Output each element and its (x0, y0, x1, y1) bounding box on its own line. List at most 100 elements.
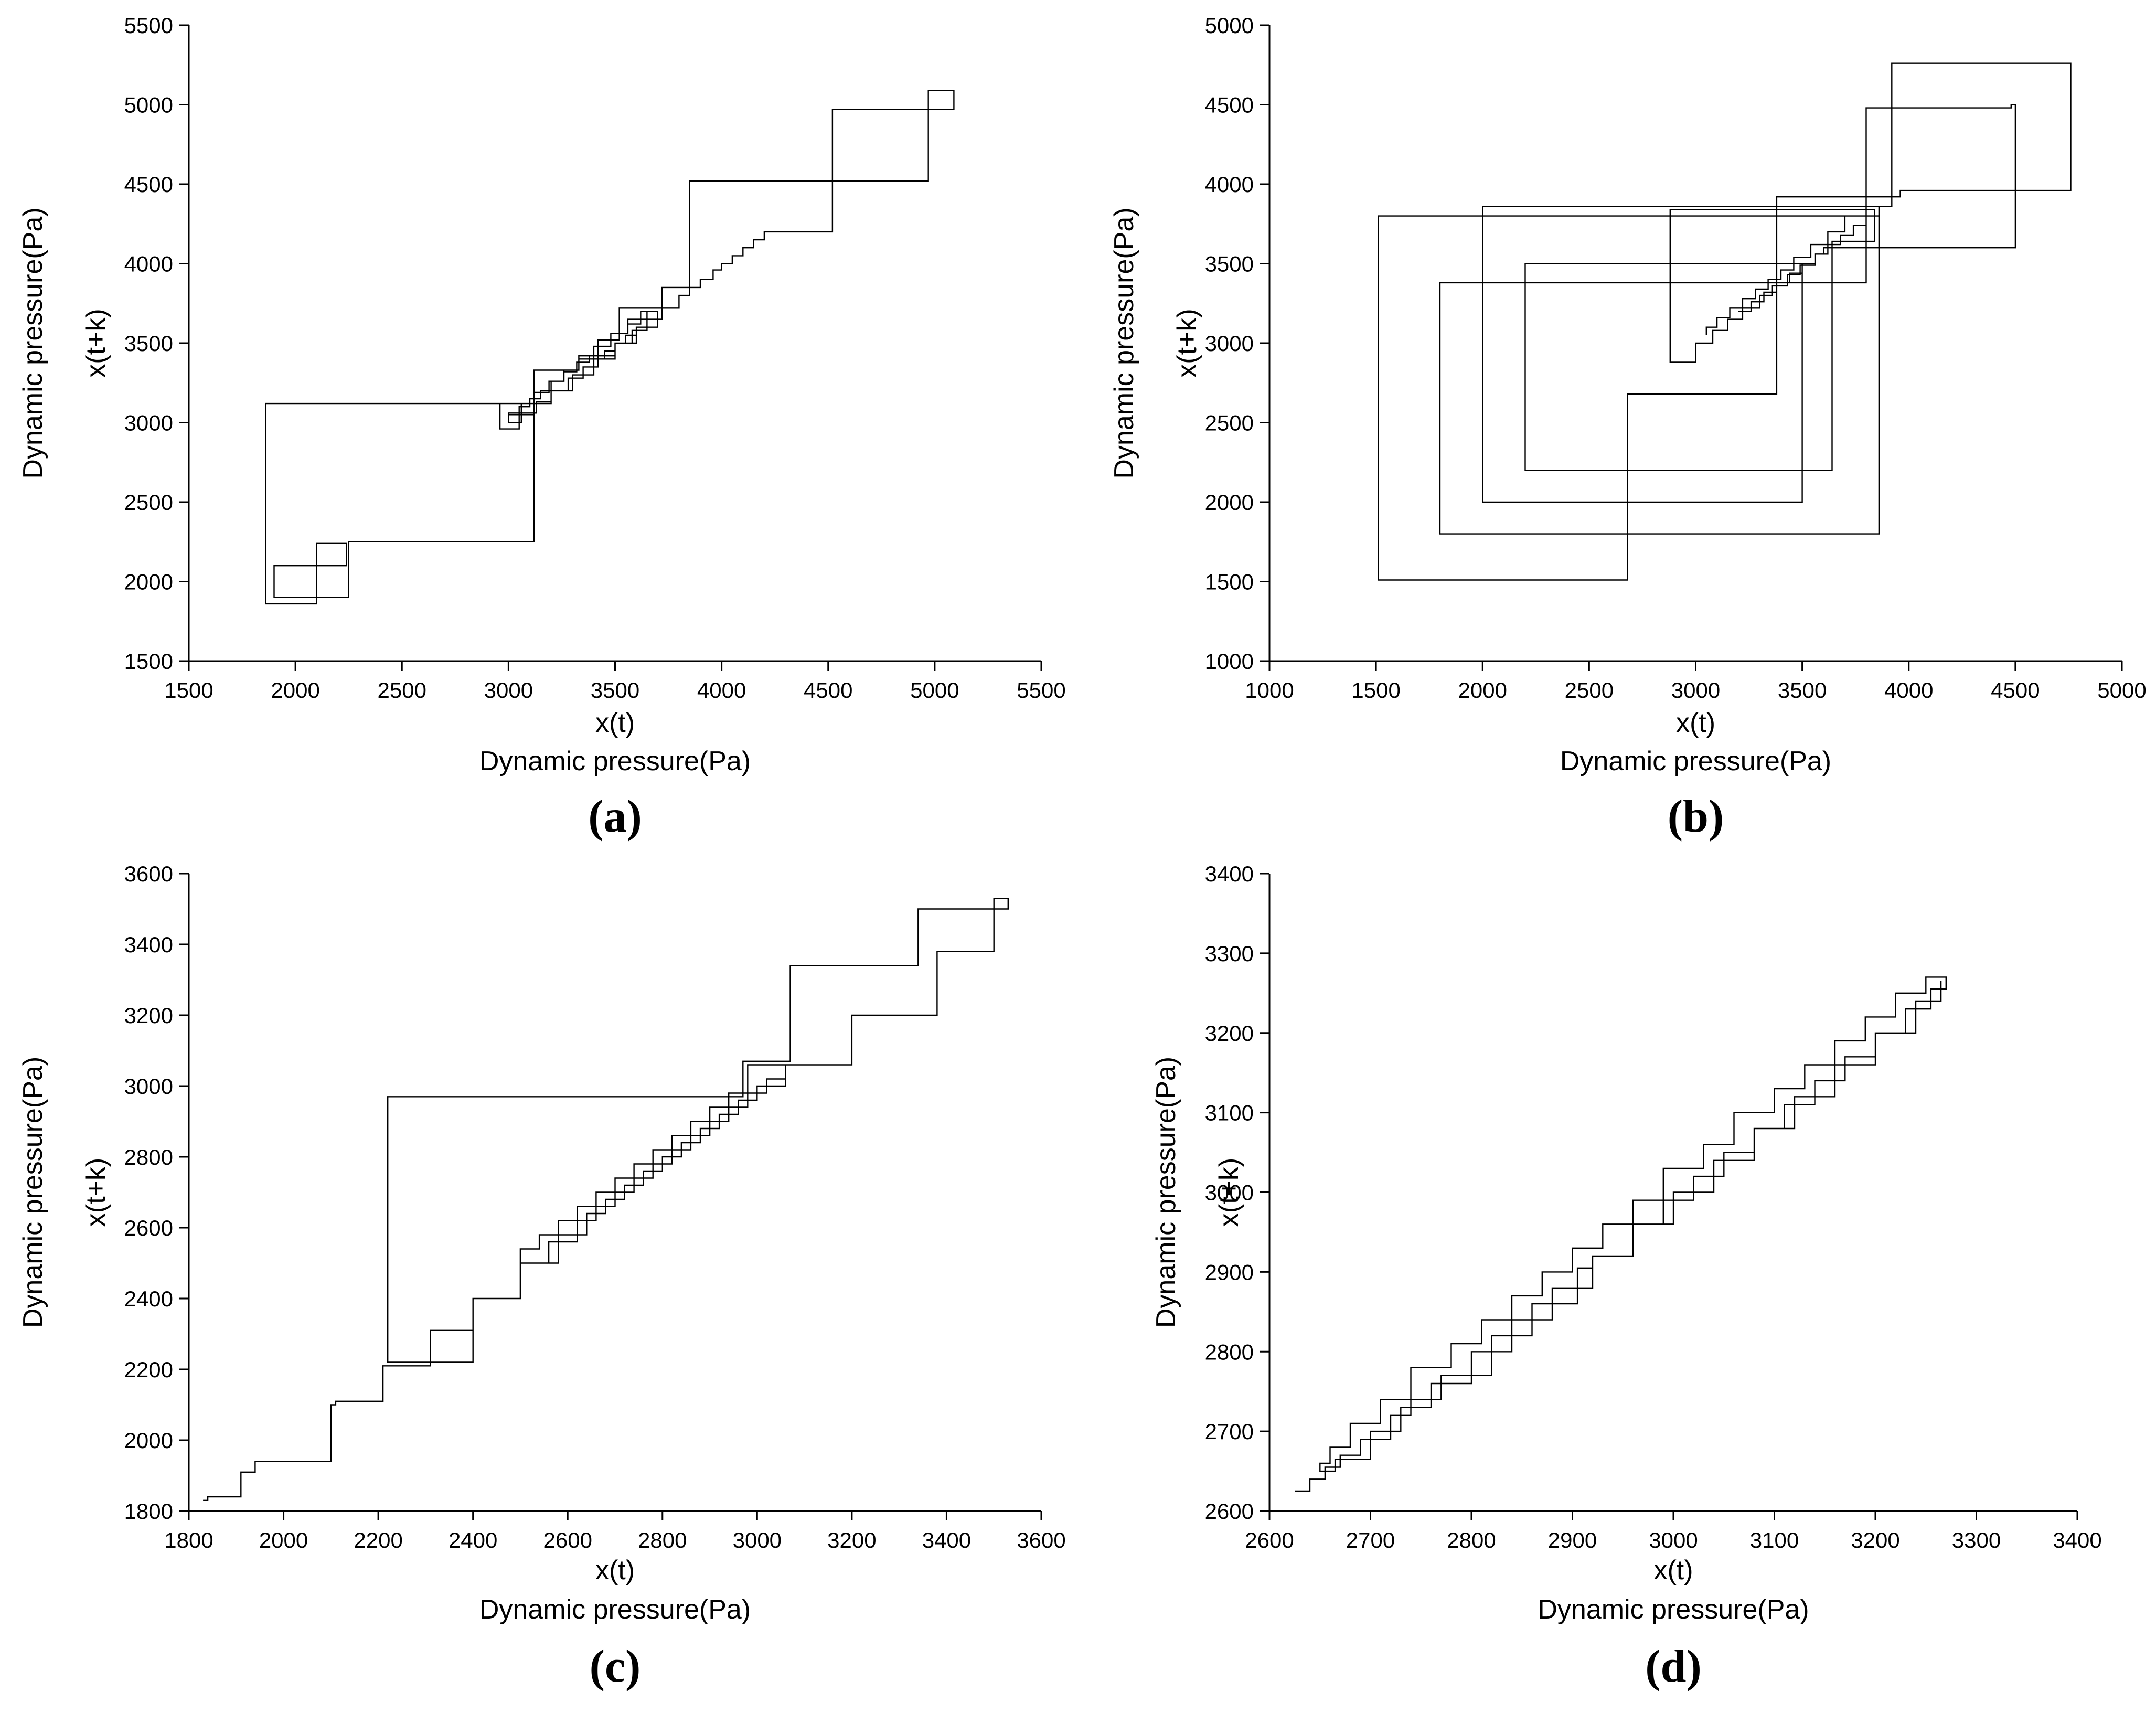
x-tick-label: 3500 (1778, 678, 1827, 703)
x-tick-label: 2500 (378, 678, 426, 703)
x-tick-label: 4500 (804, 678, 852, 703)
x-axis-label: x(t) (1653, 1555, 1693, 1586)
y-tick-label: 3500 (1205, 252, 1254, 276)
series-line (203, 898, 1009, 1501)
y-tick-label: 2500 (124, 490, 173, 515)
series-line (1295, 976, 1947, 1492)
panel-label: (c) (590, 1641, 641, 1692)
x-tick-label: 3500 (591, 678, 639, 703)
panel-label: (a) (588, 791, 642, 842)
x-tick-label: 2600 (1245, 1528, 1294, 1552)
y-tick-label: 3200 (124, 1003, 173, 1028)
y-tick-label: 3500 (124, 331, 173, 356)
x-tick-label: 1500 (1351, 678, 1400, 703)
y-tick-label: 2900 (1205, 1260, 1254, 1284)
y-tick-label: 1500 (124, 649, 173, 674)
x-tick-label: 5000 (2097, 678, 2146, 703)
x-tick-label: 4500 (1991, 678, 2040, 703)
x-tick-label: 5500 (1017, 678, 1065, 703)
y-tick-label: 3200 (1205, 1021, 1254, 1046)
y-tick-label: 5500 (124, 13, 173, 38)
x-tick-label: 3400 (2053, 1528, 2101, 1552)
y-tick-label: 1800 (124, 1499, 173, 1524)
y-tick-label: 2800 (124, 1145, 173, 1169)
x-tick-label: 2900 (1548, 1528, 1597, 1552)
panel-label: (b) (1668, 791, 1724, 842)
panel-a: 1500 2000 2500 3000 3500 4000 4500 5000 5500 1500… (18, 13, 1066, 842)
x-tick-label: 2000 (1458, 678, 1507, 703)
y-tick-label: 2000 (1205, 490, 1254, 515)
y-tick-label: 1000 (1205, 649, 1254, 674)
y-axis-label: x(t+k) (1172, 308, 1202, 377)
x-axis-label: Dynamic pressure(Pa) (479, 1594, 751, 1625)
x-tick-label: 3100 (1750, 1528, 1799, 1552)
y-axis-label: x(t+k) (81, 308, 111, 377)
panel-b: 1000 1500 2000 2500 3000 3500 4000 4500 5000 1000… (1109, 13, 2147, 842)
x-tick-label: 1800 (164, 1528, 213, 1552)
y-tick-label: 2500 (1205, 411, 1254, 435)
y-tick-label: 4500 (124, 172, 173, 197)
y-tick-label: 4000 (124, 252, 173, 276)
x-tick-label: 3400 (922, 1528, 971, 1552)
y-axis-label: Dynamic pressure(Pa) (18, 207, 48, 478)
y-axis-label: Dynamic pressure(Pa) (1151, 1057, 1181, 1328)
x-tick-label: 3000 (484, 678, 533, 703)
x-tick-label: 3000 (733, 1528, 782, 1552)
y-axis-label: x(t+k) (81, 1158, 111, 1227)
y-axis-label: Dynamic pressure(Pa) (1109, 207, 1139, 478)
panels: 1500 2000 2500 3000 3500 4000 4500 5000 5500 1500… (18, 13, 2147, 1692)
y-tick-label: 3000 (1205, 1180, 1254, 1205)
y-tick-label: 3000 (1205, 331, 1254, 356)
x-axis-label: Dynamic pressure(Pa) (1560, 746, 1831, 776)
x-tick-label: 3000 (1649, 1528, 1698, 1552)
y-tick-label: 3000 (124, 411, 173, 435)
x-tick-label: 4000 (1884, 678, 1933, 703)
y-tick-label: 3400 (1205, 861, 1254, 886)
y-axis-label: Dynamic pressure(Pa) (18, 1057, 48, 1328)
y-tick-label: 3600 (124, 861, 173, 886)
x-tick-label: 2600 (543, 1528, 592, 1552)
x-tick-label: 2000 (259, 1528, 308, 1552)
panel-d: 2600 2700 2800 2900 3000 3100 3200 3300 3400 2600… (1151, 861, 2102, 1692)
y-tick-label: 4000 (1205, 172, 1254, 197)
y-tick-label: 3000 (124, 1074, 173, 1099)
x-tick-label: 3600 (1017, 1528, 1065, 1552)
x-tick-label: 3200 (1851, 1528, 1899, 1552)
y-tick-label: 3400 (124, 932, 173, 957)
series-line (1378, 62, 2072, 581)
x-tick-label: 3200 (827, 1528, 876, 1552)
x-tick-label: 2800 (638, 1528, 687, 1552)
x-axis-label: x(t) (595, 1555, 635, 1586)
x-tick-label: 5000 (910, 678, 959, 703)
y-tick-label: 1500 (1205, 570, 1254, 594)
x-tick-label: 2200 (354, 1528, 402, 1552)
y-tick-label: 3300 (1205, 941, 1254, 966)
y-tick-label: 2000 (124, 1428, 173, 1453)
x-tick-label: 3300 (1952, 1528, 2001, 1552)
series-line (265, 90, 955, 605)
x-tick-label: 2400 (449, 1528, 497, 1552)
y-tick-label: 2000 (124, 570, 173, 594)
y-axis-label: x(t+k) (1214, 1158, 1244, 1227)
y-tick-label: 2400 (124, 1286, 173, 1311)
y-tick-label: 4500 (1205, 93, 1254, 118)
y-tick-label: 2600 (1205, 1499, 1254, 1524)
panel-c: 1800 2000 2200 2400 2600 2800 3000 3200 3400 3600… (18, 861, 1066, 1692)
x-tick-label: 2800 (1447, 1528, 1496, 1552)
x-axis-label: Dynamic pressure(Pa) (479, 746, 751, 776)
x-axis-label: x(t) (1676, 708, 1715, 738)
x-tick-label: 4000 (697, 678, 746, 703)
x-tick-label: 1000 (1245, 678, 1294, 703)
x-tick-label: 2700 (1346, 1528, 1395, 1552)
y-tick-label: 2600 (124, 1216, 173, 1240)
y-tick-label: 2700 (1205, 1419, 1254, 1444)
panel-label: (d) (1645, 1641, 1702, 1692)
y-tick-label: 3100 (1205, 1101, 1254, 1125)
y-tick-label: 2200 (124, 1357, 173, 1382)
x-tick-label: 2000 (271, 678, 319, 703)
x-axis-label: Dynamic pressure(Pa) (1538, 1594, 1809, 1625)
x-tick-label: 3000 (1671, 678, 1720, 703)
x-axis-label: x(t) (595, 708, 635, 738)
